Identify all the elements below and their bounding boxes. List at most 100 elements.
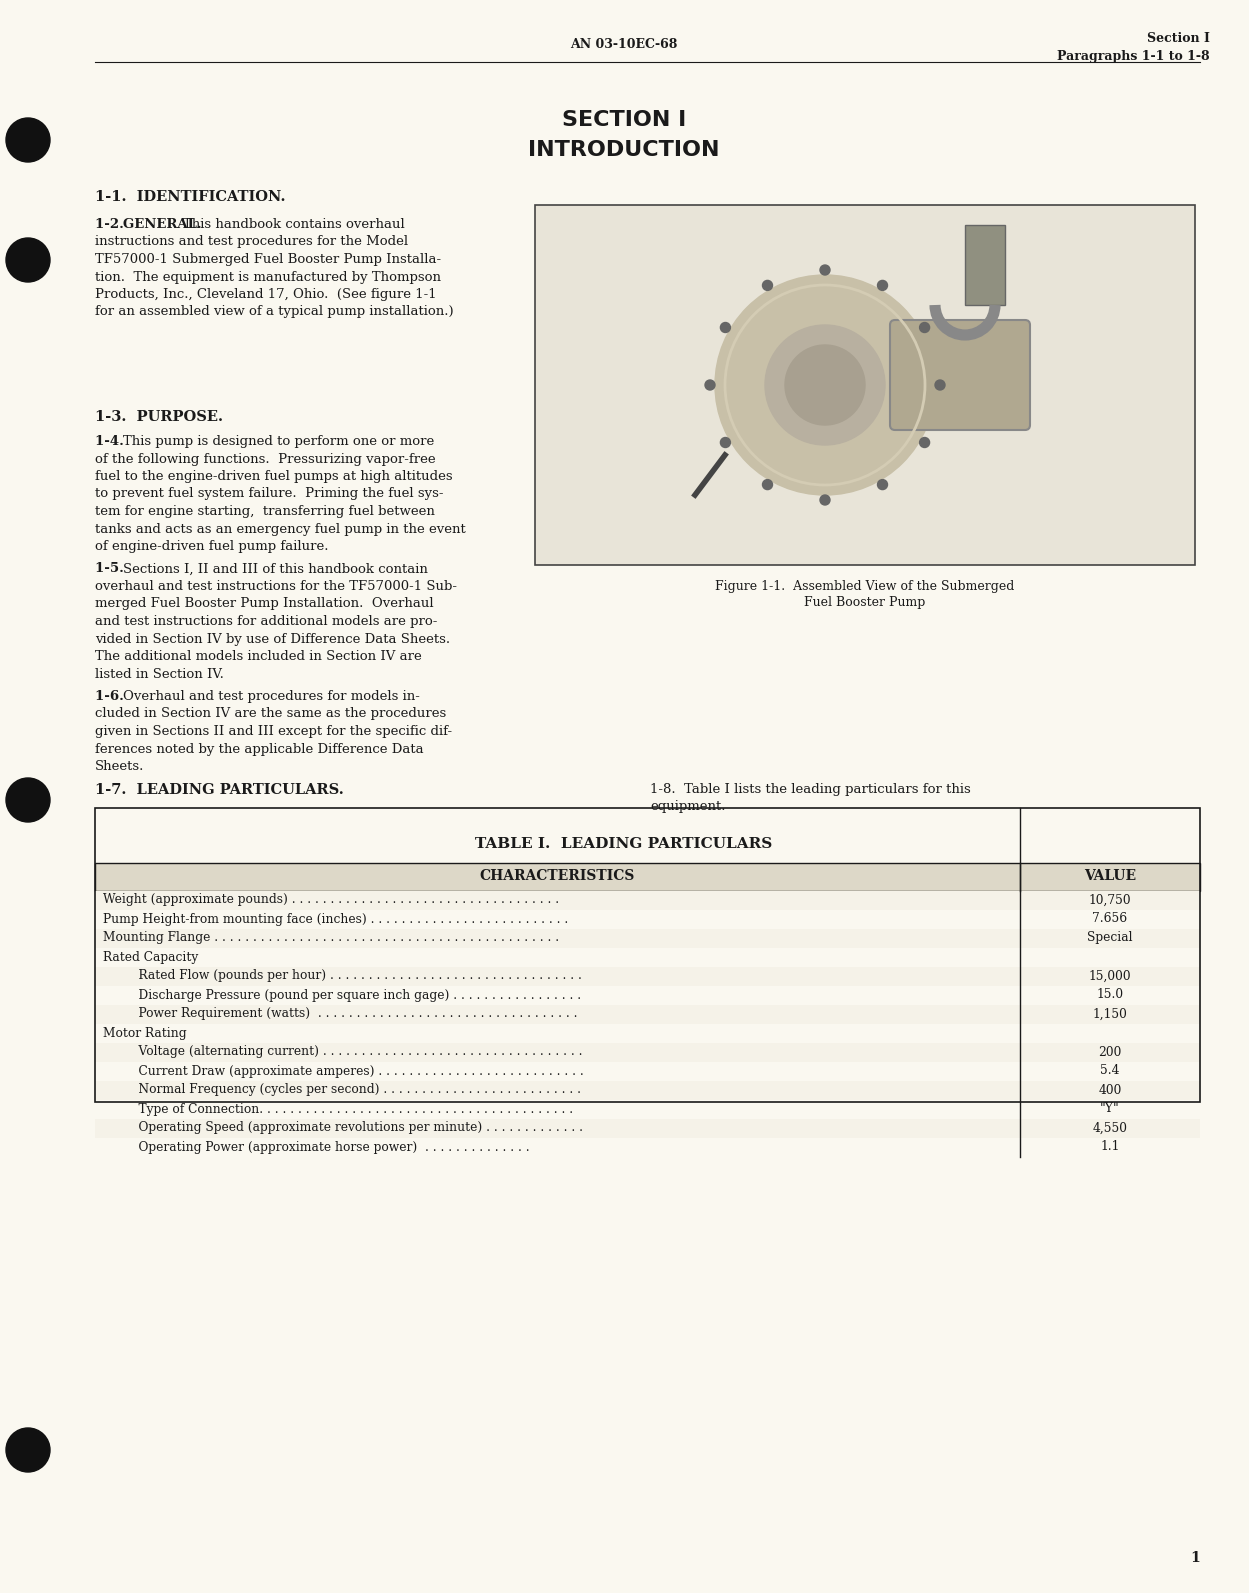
Bar xyxy=(95,1099,1200,1118)
Circle shape xyxy=(878,280,888,290)
Text: Type of Connection. . . . . . . . . . . . . . . . . . . . . . . . . . . . . . . : Type of Connection. . . . . . . . . . . … xyxy=(122,1102,573,1115)
Text: Figure 1-1.  Assembled View of the Submerged: Figure 1-1. Assembled View of the Submer… xyxy=(716,580,1014,593)
Text: TABLE I.  LEADING PARTICULARS: TABLE I. LEADING PARTICULARS xyxy=(476,838,773,852)
Bar xyxy=(965,225,1005,304)
Text: GENERAL.: GENERAL. xyxy=(122,218,211,231)
Text: This pump is designed to perform one or more: This pump is designed to perform one or … xyxy=(122,435,435,448)
Text: ferences noted by the applicable Difference Data: ferences noted by the applicable Differe… xyxy=(95,742,423,755)
Bar xyxy=(95,1118,1200,1137)
Text: Mounting Flange . . . . . . . . . . . . . . . . . . . . . . . . . . . . . . . . : Mounting Flange . . . . . . . . . . . . … xyxy=(102,932,560,945)
Circle shape xyxy=(821,495,831,505)
Text: to prevent fuel system failure.  Priming the fuel sys-: to prevent fuel system failure. Priming … xyxy=(95,487,443,500)
Text: 1-8.  Table I lists the leading particulars for this: 1-8. Table I lists the leading particula… xyxy=(649,782,970,795)
Text: equipment.: equipment. xyxy=(649,800,726,812)
Bar xyxy=(95,862,1200,890)
Text: Current Draw (approximate amperes) . . . . . . . . . . . . . . . . . . . . . . .: Current Draw (approximate amperes) . . .… xyxy=(122,1064,583,1077)
Text: Fuel Booster Pump: Fuel Booster Pump xyxy=(804,596,926,609)
Text: Sheets.: Sheets. xyxy=(95,760,145,773)
Text: 7.656: 7.656 xyxy=(1093,913,1128,926)
Circle shape xyxy=(878,479,888,489)
Text: listed in Section IV.: listed in Section IV. xyxy=(95,667,224,680)
Text: Motor Rating: Motor Rating xyxy=(102,1026,186,1040)
Text: Operating Speed (approximate revolutions per minute) . . . . . . . . . . . . .: Operating Speed (approximate revolutions… xyxy=(122,1121,583,1134)
Text: 200: 200 xyxy=(1098,1045,1122,1058)
Circle shape xyxy=(762,280,772,290)
Bar xyxy=(95,967,1200,986)
Text: 1-3.  PURPOSE.: 1-3. PURPOSE. xyxy=(95,409,224,424)
Text: overhaul and test instructions for the TF57000-1 Sub-: overhaul and test instructions for the T… xyxy=(95,580,457,593)
Bar xyxy=(95,1023,1200,1042)
Text: of engine-driven fuel pump failure.: of engine-driven fuel pump failure. xyxy=(95,540,328,553)
Circle shape xyxy=(764,325,886,444)
Circle shape xyxy=(821,264,831,276)
Text: 1-7.  LEADING PARTICULARS.: 1-7. LEADING PARTICULARS. xyxy=(95,782,343,796)
Text: Power Requirement (watts)  . . . . . . . . . . . . . . . . . . . . . . . . . . .: Power Requirement (watts) . . . . . . . … xyxy=(122,1007,577,1021)
Text: 10,750: 10,750 xyxy=(1089,894,1132,906)
Circle shape xyxy=(6,777,50,822)
Text: 4,550: 4,550 xyxy=(1093,1121,1128,1134)
Text: CHARACTERISTICS: CHARACTERISTICS xyxy=(480,870,636,884)
Bar xyxy=(535,205,1195,566)
Text: This handbook contains overhaul: This handbook contains overhaul xyxy=(184,218,405,231)
Circle shape xyxy=(762,479,772,489)
Text: for an assembled view of a typical pump installation.): for an assembled view of a typical pump … xyxy=(95,306,453,319)
Text: 1: 1 xyxy=(1190,1552,1200,1564)
Text: 400: 400 xyxy=(1098,1083,1122,1096)
Text: Rated Flow (pounds per hour) . . . . . . . . . . . . . . . . . . . . . . . . . .: Rated Flow (pounds per hour) . . . . . .… xyxy=(122,970,582,983)
Text: tanks and acts as an emergency fuel pump in the event: tanks and acts as an emergency fuel pump… xyxy=(95,523,466,535)
Text: TF57000-1 Submerged Fuel Booster Pump Installa-: TF57000-1 Submerged Fuel Booster Pump In… xyxy=(95,253,441,266)
Bar xyxy=(95,986,1200,1005)
Text: vided in Section IV by use of Difference Data Sheets.: vided in Section IV by use of Difference… xyxy=(95,632,450,645)
Text: 1-4.: 1-4. xyxy=(95,435,134,448)
Text: 1.1: 1.1 xyxy=(1100,1141,1119,1153)
Circle shape xyxy=(704,381,714,390)
Text: 5.4: 5.4 xyxy=(1100,1064,1120,1077)
Circle shape xyxy=(6,1427,50,1472)
Circle shape xyxy=(6,237,50,282)
Text: Weight (approximate pounds) . . . . . . . . . . . . . . . . . . . . . . . . . . : Weight (approximate pounds) . . . . . . … xyxy=(102,894,560,906)
Circle shape xyxy=(919,322,929,333)
Circle shape xyxy=(919,438,929,448)
Text: and test instructions for additional models are pro-: and test instructions for additional mod… xyxy=(95,615,437,628)
Circle shape xyxy=(6,118,50,162)
Text: merged Fuel Booster Pump Installation.  Overhaul: merged Fuel Booster Pump Installation. O… xyxy=(95,597,433,610)
Text: VALUE: VALUE xyxy=(1084,870,1137,884)
FancyBboxPatch shape xyxy=(891,320,1030,430)
Text: Voltage (alternating current) . . . . . . . . . . . . . . . . . . . . . . . . . : Voltage (alternating current) . . . . . … xyxy=(122,1045,582,1058)
Circle shape xyxy=(721,322,731,333)
Text: 1-6.: 1-6. xyxy=(95,690,134,703)
Text: tion.  The equipment is manufactured by Thompson: tion. The equipment is manufactured by T… xyxy=(95,271,441,284)
Text: cluded in Section IV are the same as the procedures: cluded in Section IV are the same as the… xyxy=(95,707,446,720)
Bar xyxy=(95,808,1200,1101)
Text: The additional models included in Section IV are: The additional models included in Sectio… xyxy=(95,650,422,663)
Text: Special: Special xyxy=(1087,932,1133,945)
Text: Rated Capacity: Rated Capacity xyxy=(102,951,199,964)
Text: "Y": "Y" xyxy=(1100,1102,1120,1115)
Text: tem for engine starting,  transferring fuel between: tem for engine starting, transferring fu… xyxy=(95,505,435,518)
Text: 1,150: 1,150 xyxy=(1093,1007,1128,1021)
Text: of the following functions.  Pressurizing vapor-free: of the following functions. Pressurizing… xyxy=(95,452,436,465)
Circle shape xyxy=(786,346,866,425)
Circle shape xyxy=(936,381,945,390)
Text: Products, Inc., Cleveland 17, Ohio.  (See figure 1-1: Products, Inc., Cleveland 17, Ohio. (See… xyxy=(95,288,437,301)
Text: Operating Power (approximate horse power)  . . . . . . . . . . . . . .: Operating Power (approximate horse power… xyxy=(122,1141,530,1153)
Bar xyxy=(95,929,1200,948)
Text: Section I: Section I xyxy=(1147,32,1210,45)
Bar xyxy=(95,1061,1200,1080)
Text: AN 03-10EC-68: AN 03-10EC-68 xyxy=(571,38,678,51)
Text: 1-5.: 1-5. xyxy=(95,562,134,575)
Circle shape xyxy=(721,438,731,448)
Text: Pump Height-from mounting face (inches) . . . . . . . . . . . . . . . . . . . . : Pump Height-from mounting face (inches) … xyxy=(102,913,568,926)
Text: 15.0: 15.0 xyxy=(1097,989,1124,1002)
Bar xyxy=(95,910,1200,929)
Bar xyxy=(95,1137,1200,1157)
Text: 1-2.: 1-2. xyxy=(95,218,134,231)
Text: instructions and test procedures for the Model: instructions and test procedures for the… xyxy=(95,236,408,249)
Bar xyxy=(95,1042,1200,1061)
Text: Sections I, II and III of this handbook contain: Sections I, II and III of this handbook … xyxy=(122,562,428,575)
Text: Discharge Pressure (pound per square inch gage) . . . . . . . . . . . . . . . . : Discharge Pressure (pound per square inc… xyxy=(122,989,581,1002)
Text: Overhaul and test procedures for models in-: Overhaul and test procedures for models … xyxy=(122,690,420,703)
Text: INTRODUCTION: INTRODUCTION xyxy=(528,140,719,159)
Text: given in Sections II and III except for the specific dif-: given in Sections II and III except for … xyxy=(95,725,452,738)
Text: 1-1.  IDENTIFICATION.: 1-1. IDENTIFICATION. xyxy=(95,190,286,204)
